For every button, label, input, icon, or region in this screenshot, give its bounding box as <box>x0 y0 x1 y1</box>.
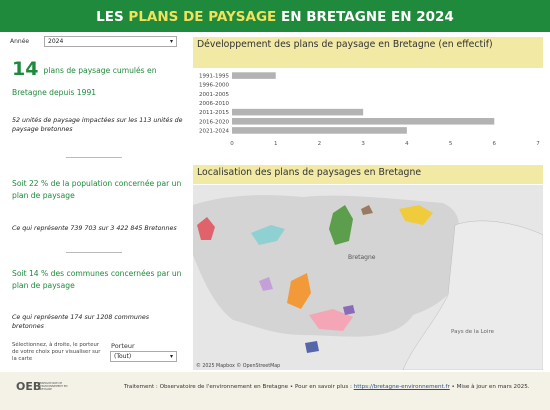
y-tick-label: 2011-2015 <box>199 110 229 116</box>
separator <box>66 157 122 158</box>
title-highlight: PLANS DE PAYSAGE <box>128 9 277 25</box>
porteur-hint: Sélectionnez, à droite, le porteur de vo… <box>12 342 101 362</box>
bar <box>232 72 276 79</box>
bar <box>232 117 495 125</box>
x-tick-label: 6 <box>493 141 497 147</box>
x-tick-label: 5 <box>449 141 453 147</box>
y-tick-label: 1996-2000 <box>199 83 229 89</box>
logo-caption: OBSERVATOIRE DE L'ENVIRONNEMENT EN BRETA… <box>38 382 68 391</box>
population-text: Soit 22 % de la population concernée par… <box>12 179 182 200</box>
year-dropdown[interactable]: 2024 <box>44 36 177 47</box>
footer-after: • Mise à jour en mars 2025. <box>449 384 530 390</box>
x-tick-label: 0 <box>230 141 234 147</box>
logo: OEB <box>16 380 42 393</box>
header: LES PLANS DE PAYSAGE EN BRETAGNE EN 2024 <box>0 0 550 32</box>
communes-detail: Ce qui représente 174 sur 1208 communes … <box>12 314 150 330</box>
kpi-count: 14 plans de paysage cumulés en Bretagne … <box>12 58 182 101</box>
region-label: Bretagne <box>348 254 376 261</box>
communes-text: Soit 14 % des communes concernées par un… <box>12 269 182 290</box>
units-text: 52 unités de paysage impactées sur les 1… <box>12 117 183 133</box>
y-tick-label: 2016-2020 <box>199 119 229 125</box>
title-part: EN BRETAGNE EN 2024 <box>276 9 454 25</box>
plan-area <box>361 205 373 215</box>
y-tick-label: 1991-1995 <box>199 74 229 80</box>
year-label: Année <box>10 38 30 45</box>
map-title: Localisation des plans de paysages en Br… <box>193 165 543 184</box>
porteur-dropdown[interactable]: (Tout) <box>110 351 177 362</box>
kpi-text: plans de paysage cumulés en Bretagne dep… <box>12 66 157 97</box>
plan-area <box>309 309 353 331</box>
plan-area <box>287 273 311 309</box>
kpi-number: 14 <box>12 58 39 80</box>
footer-before: Traitement : Observatoire de l'environne… <box>124 384 354 390</box>
title-part: LES <box>96 9 129 25</box>
attribution: © 2025 Mapbox © OpenStreetMap <box>196 362 280 369</box>
map: Bretagne Pays de la Loire © 2025 Mapbox … <box>193 185 543 370</box>
footer-link[interactable]: https://bretagne-environnement.fr <box>353 384 450 390</box>
plan-area <box>343 305 355 315</box>
bar <box>232 127 407 134</box>
plan-area <box>399 205 433 225</box>
region-neighbor <box>402 220 543 370</box>
neighbor-label: Pays de la Loire <box>451 329 495 335</box>
y-tick-label: 2021-2024 <box>199 128 229 134</box>
plan-area <box>197 217 215 240</box>
footer: OEB OBSERVATOIRE DE L'ENVIRONNEMENT EN B… <box>0 372 550 410</box>
bar-chart: 0 1 2 3 4 5 6 7 1991-1995 1996-2000 2001-2005 2006-… <box>199 72 540 147</box>
x-tick-label: 1 <box>274 141 278 147</box>
footer-text: Traitement : Observatoire de l'environne… <box>124 384 530 390</box>
y-tick-label: 2006-2010 <box>199 101 229 107</box>
plan-area <box>329 205 353 245</box>
x-tick-label: 7 <box>536 141 540 147</box>
population-detail: Ce qui représente 739 703 sur 3 422 845 … <box>12 225 177 232</box>
x-tick-label: 2 <box>318 141 322 147</box>
plan-area <box>259 277 273 291</box>
plan-area <box>305 341 319 353</box>
chart-title: Développement des plans de paysage en Br… <box>193 37 543 68</box>
plan-area <box>251 225 285 245</box>
y-tick-label: 2001-2005 <box>199 92 229 98</box>
separator <box>66 252 122 253</box>
bar <box>232 108 364 116</box>
x-tick-label: 3 <box>361 141 365 147</box>
x-tick-label: 4 <box>405 141 409 147</box>
porteur-label: Porteur <box>111 342 135 350</box>
